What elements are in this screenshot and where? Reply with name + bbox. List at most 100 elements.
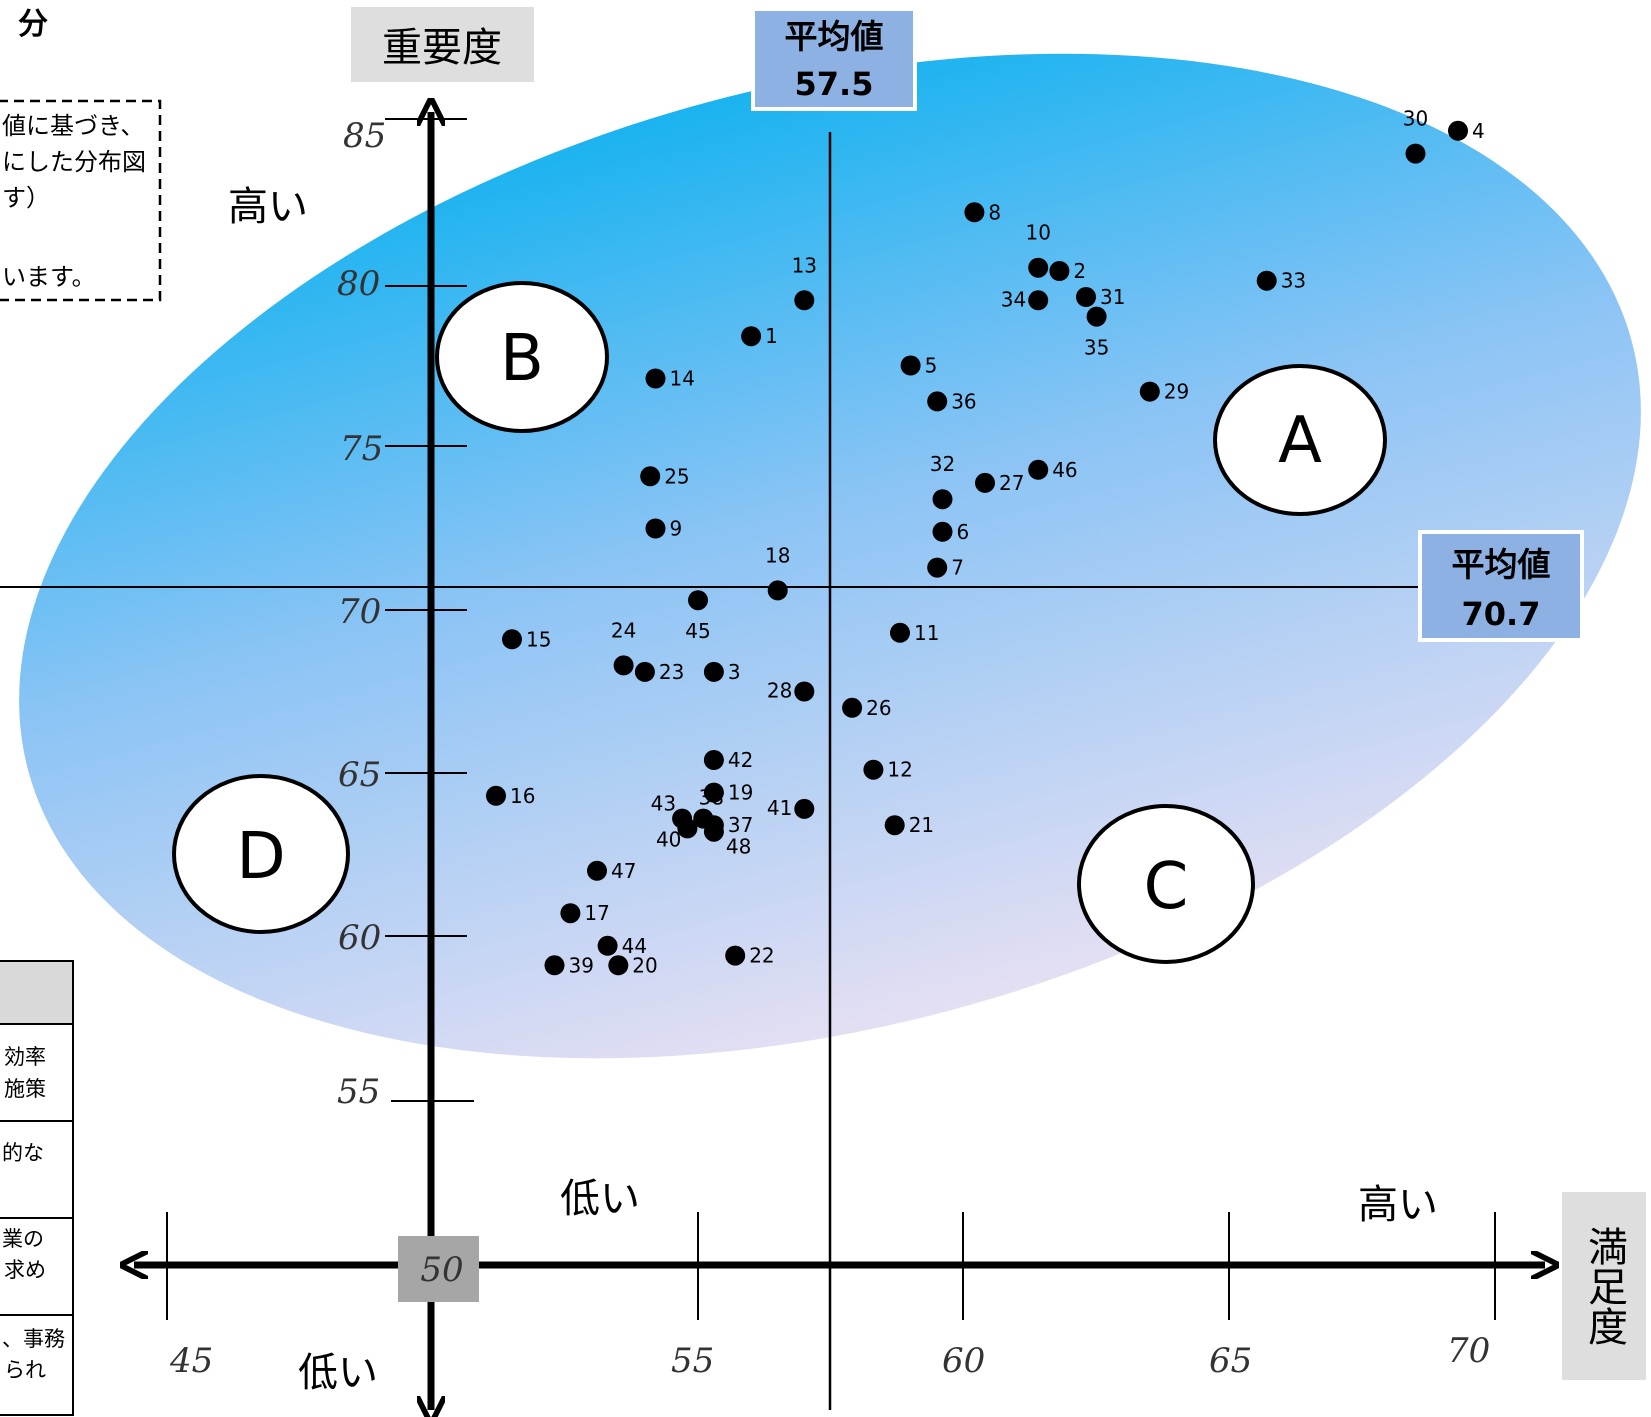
data-point-label: 28 <box>767 679 792 703</box>
quadrant-c-label: C <box>1144 850 1189 924</box>
data-point-15 <box>502 629 522 650</box>
x-low-label: 低い <box>560 1176 640 1222</box>
x-tick-label: 55 <box>671 1341 714 1381</box>
table-header-cell <box>0 960 74 1025</box>
data-point-6 <box>932 521 953 542</box>
data-point-1 <box>741 326 762 347</box>
data-point-41 <box>794 798 815 819</box>
data-point-34 <box>1028 290 1049 311</box>
data-point-13 <box>794 290 815 311</box>
note-box <box>0 99 162 302</box>
y-tick-label: 70 <box>338 592 381 632</box>
data-point-48 <box>703 821 724 842</box>
origin-box <box>398 1236 479 1302</box>
data-point-label: 33 <box>1281 269 1306 293</box>
y-axis-title-box <box>351 7 534 82</box>
data-point-21 <box>884 815 905 836</box>
data-point-14 <box>645 368 666 389</box>
data-point-label: 20 <box>632 953 657 977</box>
y-tick-label: 80 <box>337 264 380 304</box>
data-point-label: 27 <box>999 471 1024 495</box>
y-tick-label: 55 <box>337 1072 380 1112</box>
table-row <box>0 1120 74 1219</box>
origin-label: 50 <box>420 1250 463 1290</box>
data-point-label: 16 <box>510 784 535 808</box>
note-line: います。 <box>2 263 96 291</box>
data-point-label: 12 <box>887 758 912 782</box>
data-point-label: 9 <box>670 517 683 541</box>
data-point-24 <box>613 655 634 676</box>
note-line: す） <box>2 184 50 212</box>
data-point-17 <box>560 903 581 924</box>
x-tick-label: 70 <box>1447 1331 1490 1371</box>
table-cell: 効率 <box>4 1045 46 1069</box>
data-point-label: 47 <box>611 859 636 883</box>
data-point-28 <box>794 681 815 702</box>
data-point-35 <box>1086 306 1107 327</box>
x-mean-value: 57.5 <box>795 65 874 103</box>
data-point-label: 44 <box>622 934 647 958</box>
x-tick-label: 45 <box>169 1341 213 1381</box>
x-axis-title-box <box>1562 1192 1646 1380</box>
data-point-label: 40 <box>656 827 681 851</box>
quadrant-a-circle <box>1213 364 1387 516</box>
quadrant-d-circle <box>172 774 350 934</box>
y-tick-label: 85 <box>343 116 386 156</box>
data-point-label: 8 <box>988 200 1001 224</box>
data-point-31 <box>1076 287 1096 307</box>
data-point-label: 31 <box>1100 285 1125 309</box>
table-cell: 業の <box>2 1227 44 1251</box>
table-cell: 、事務 <box>2 1327 65 1351</box>
data-point-18 <box>767 580 788 601</box>
data-point-46 <box>1028 459 1049 480</box>
y-mean-box <box>1418 530 1584 642</box>
data-point-label: 18 <box>765 543 790 567</box>
data-point-label: 43 <box>651 792 676 816</box>
data-point-label: 19 <box>728 781 753 805</box>
data-point-label: 35 <box>1084 336 1109 360</box>
x-ticks: 45 55 60 65 70 <box>166 1212 1496 1381</box>
data-point-3 <box>703 661 724 682</box>
note-line: 値に基づき、 <box>2 112 144 140</box>
data-point-5 <box>900 355 921 376</box>
data-point-11 <box>890 622 910 643</box>
title-fragment: 分 <box>18 7 48 42</box>
data-point-25 <box>640 466 661 487</box>
data-point-label: 45 <box>685 619 710 643</box>
data-point-label: 2 <box>1073 259 1086 283</box>
data-point-45 <box>688 590 708 611</box>
data-point-16 <box>486 785 506 806</box>
table-cell: 施策 <box>4 1077 46 1101</box>
data-point-8 <box>964 202 985 223</box>
data-point-9 <box>645 518 666 539</box>
scatter-points: 1234567891011121314151617181920212223242… <box>486 107 1485 977</box>
table-row <box>0 1217 74 1316</box>
data-point-label: 21 <box>909 813 934 837</box>
data-point-10 <box>1028 257 1049 278</box>
data-point-47 <box>587 860 607 881</box>
y-tick-label: 60 <box>338 918 381 958</box>
data-point-label: 10 <box>1025 221 1050 245</box>
quadrant-d-label: D <box>236 820 285 894</box>
data-point-29 <box>1139 381 1160 402</box>
y-high-label: 高い <box>228 184 308 230</box>
data-point-label: 7 <box>951 556 964 580</box>
quadrant-c-circle <box>1077 804 1255 964</box>
data-point-42 <box>703 750 724 770</box>
data-point-44 <box>597 935 618 956</box>
data-point-label: 37 <box>728 813 753 837</box>
data-point-27 <box>975 472 995 493</box>
data-point-label: 4 <box>1472 119 1485 143</box>
data-point-label: 3 <box>728 660 741 684</box>
data-point-22 <box>725 945 746 966</box>
table-row <box>0 1314 74 1416</box>
data-point-label: 48 <box>726 835 751 859</box>
quadrant-b-circle <box>435 281 609 433</box>
data-point-label: 5 <box>925 354 938 378</box>
data-point-label: 38 <box>699 786 724 810</box>
x-axis-title: 満足度 <box>1581 1226 1627 1346</box>
table-row <box>0 1023 74 1122</box>
y-mean-value: 70.7 <box>1462 595 1541 633</box>
x-tick-label: 60 <box>942 1341 985 1381</box>
